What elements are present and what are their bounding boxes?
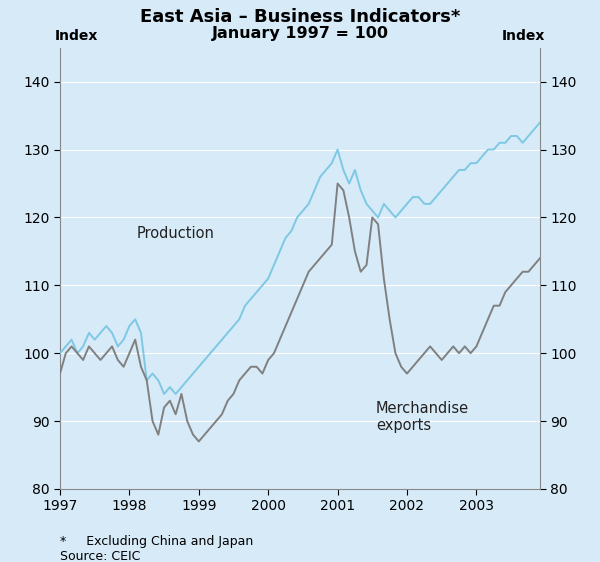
Text: *     Excluding China and Japan: * Excluding China and Japan <box>60 535 253 548</box>
Text: Source: CEIC: Source: CEIC <box>60 550 140 562</box>
Text: Production: Production <box>136 226 214 241</box>
Text: East Asia – Business Indicators*: East Asia – Business Indicators* <box>140 8 460 26</box>
Text: Index: Index <box>502 29 545 43</box>
Text: Merchandise
exports: Merchandise exports <box>376 401 469 433</box>
Text: January 1997 = 100: January 1997 = 100 <box>212 26 389 42</box>
Text: Index: Index <box>55 29 98 43</box>
